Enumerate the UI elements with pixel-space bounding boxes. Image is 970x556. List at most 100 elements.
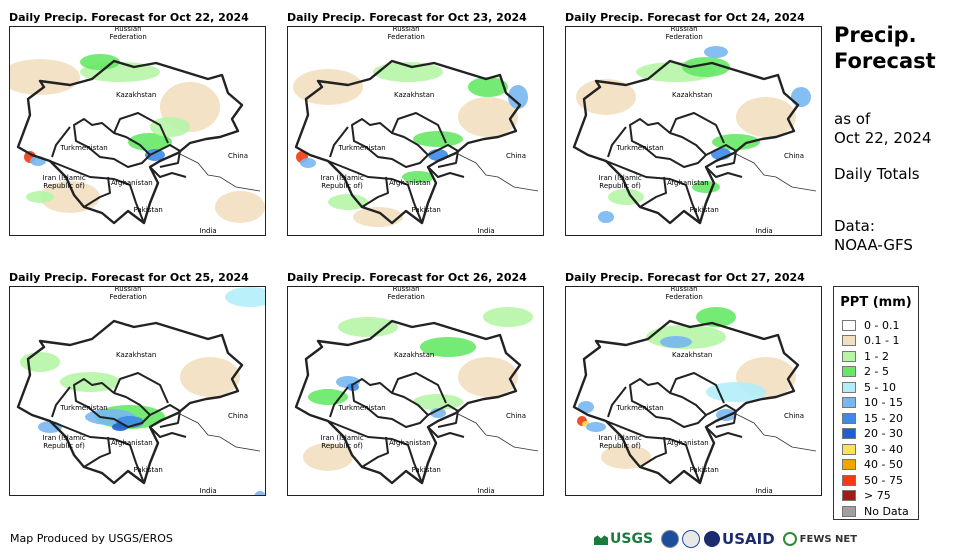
precip-area bbox=[608, 189, 644, 205]
legend-swatch bbox=[842, 428, 856, 439]
country-border bbox=[83, 436, 111, 468]
precip-area bbox=[145, 149, 165, 161]
precip-area bbox=[254, 491, 265, 495]
map-oct24: Russian Federation Kazakhstan Turkmenistan C… bbox=[565, 26, 822, 236]
country-border bbox=[669, 112, 725, 144]
precip-area bbox=[508, 85, 528, 109]
noaa-logo-icon bbox=[661, 530, 680, 548]
fewsnet-logo: FEWS NET bbox=[782, 532, 857, 546]
legend-item: 20 - 30 bbox=[842, 427, 903, 441]
precip-area bbox=[696, 307, 736, 327]
country-border bbox=[149, 426, 187, 438]
usaid-seal-icon bbox=[704, 531, 721, 547]
region-border bbox=[294, 319, 522, 485]
country-border bbox=[605, 160, 701, 224]
map-label-iran: Iran (Islamic Republic of) bbox=[42, 434, 86, 450]
map-label-pakistan: Pakistan bbox=[133, 206, 163, 214]
country-border bbox=[629, 118, 707, 168]
map-label-china: China bbox=[506, 412, 526, 420]
fewsnet-leaf-icon bbox=[782, 532, 797, 546]
precip-area bbox=[293, 69, 363, 105]
country-border bbox=[329, 126, 349, 158]
map-label-pakistan: Pakistan bbox=[689, 206, 719, 214]
country-border bbox=[113, 372, 169, 404]
side-title: Precip. Forecast bbox=[834, 22, 936, 74]
boundary-line bbox=[733, 412, 817, 452]
country-border bbox=[391, 112, 447, 144]
country-border bbox=[705, 426, 743, 438]
legend-label: 10 - 15 bbox=[864, 396, 903, 409]
precip-area bbox=[483, 307, 533, 327]
legend-label: > 75 bbox=[864, 489, 891, 502]
map-label-india: India bbox=[477, 487, 495, 495]
country-border bbox=[669, 372, 725, 404]
map-label-china: China bbox=[506, 152, 526, 160]
country-border bbox=[391, 372, 447, 404]
country-border bbox=[427, 166, 465, 178]
as-of-label: as of bbox=[834, 110, 871, 128]
map-oct26: Russian Federation Kazakhstan Turkmenistan C… bbox=[287, 286, 544, 496]
side-title-line2: Forecast bbox=[834, 49, 936, 73]
legend-item: 1 - 2 bbox=[842, 349, 889, 363]
precip-area bbox=[128, 133, 172, 151]
map-label-turkmenistan: Turkmenistan bbox=[616, 404, 664, 412]
legend-label: 15 - 20 bbox=[864, 411, 903, 425]
map-label-afghanistan: Afghanistan bbox=[111, 179, 153, 187]
legend-label: No Data bbox=[864, 504, 909, 518]
precip-area bbox=[586, 422, 606, 432]
legend-label: 30 - 40 bbox=[864, 442, 903, 456]
map-label-pakistan: Pakistan bbox=[411, 466, 441, 474]
map-label-china: China bbox=[228, 152, 248, 160]
data-label: Data: bbox=[834, 217, 875, 235]
legend-label: 5 - 10 bbox=[864, 380, 896, 394]
legend-swatch bbox=[842, 490, 856, 501]
precip-area bbox=[458, 357, 518, 397]
country-border bbox=[113, 112, 169, 144]
country-border bbox=[149, 166, 187, 178]
precip-area bbox=[791, 87, 811, 107]
map-label-iran: Iran (Islamic Republic of) bbox=[42, 174, 86, 190]
map-label-pakistan: Pakistan bbox=[689, 466, 719, 474]
map-label-kazakhstan: Kazakhstan bbox=[116, 351, 157, 359]
footer-credit: Map Produced by USGS/EROS bbox=[10, 532, 173, 545]
map-label-turkmenistan: Turkmenistan bbox=[338, 404, 386, 412]
legend-item: > 75 bbox=[842, 489, 891, 503]
region-border bbox=[16, 59, 244, 225]
map-label-china: China bbox=[228, 412, 248, 420]
precip-area bbox=[150, 117, 190, 137]
panel-title-oct27: Daily Precip. Forecast for Oct 27, 2024 bbox=[565, 271, 805, 284]
usgs-wave-icon bbox=[594, 535, 608, 545]
precip-area bbox=[308, 389, 348, 405]
legend-swatch bbox=[842, 474, 856, 486]
precip-area bbox=[373, 62, 443, 82]
legend-item: 0.1 - 1 bbox=[842, 334, 899, 348]
country-border bbox=[705, 404, 737, 428]
map-graphic bbox=[572, 46, 817, 225]
legend-swatch bbox=[842, 335, 856, 346]
legend-item: 5 - 10 bbox=[842, 380, 896, 394]
map-label-russia: Russian Federation bbox=[665, 286, 703, 301]
country-border bbox=[639, 176, 667, 208]
map-graphic bbox=[16, 287, 265, 495]
boundary-line bbox=[455, 152, 539, 192]
doi-seal-icon bbox=[682, 530, 701, 548]
map-graphic bbox=[572, 307, 817, 485]
map-label-iran: Iran (Islamic Republic of) bbox=[320, 174, 364, 190]
country-border bbox=[639, 436, 667, 468]
map-label-russia: Russian Federation bbox=[109, 26, 147, 41]
daily-totals-label: Daily Totals bbox=[834, 165, 920, 183]
map-label-kazakhstan: Kazakhstan bbox=[672, 91, 713, 99]
precip-area bbox=[300, 158, 316, 168]
map-label-afghanistan: Afghanistan bbox=[389, 439, 431, 447]
precip-area bbox=[458, 97, 518, 137]
precip-area bbox=[303, 443, 353, 471]
panel-title-oct24: Daily Precip. Forecast for Oct 24, 2024 bbox=[565, 11, 805, 24]
map-label-kazakhstan: Kazakhstan bbox=[116, 91, 157, 99]
precip-area bbox=[468, 77, 508, 97]
precip-area bbox=[420, 337, 476, 357]
country-border bbox=[427, 404, 459, 428]
legend-swatch bbox=[842, 443, 856, 455]
precip-area bbox=[578, 401, 594, 413]
legend-label: 40 - 50 bbox=[864, 458, 903, 471]
country-border bbox=[607, 126, 627, 158]
